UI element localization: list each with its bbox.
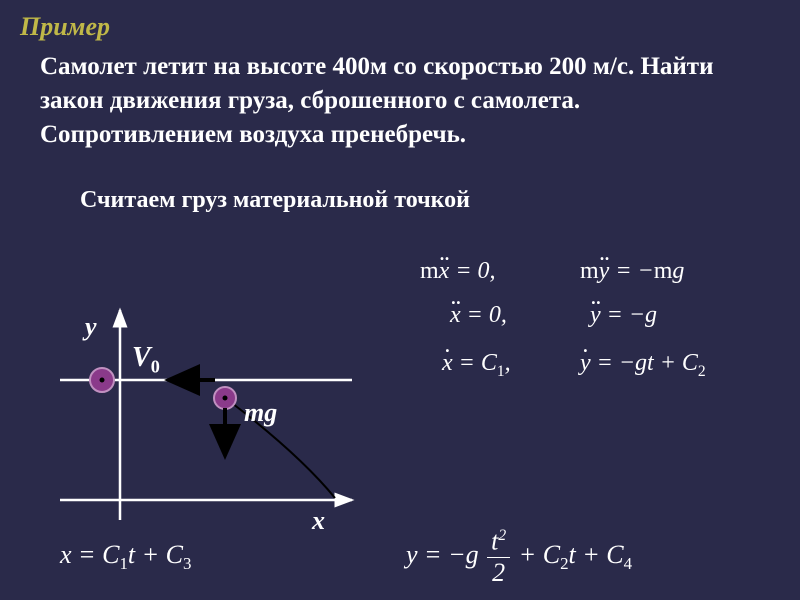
- eq-xd: x = C1,: [442, 350, 511, 381]
- eq-mx: mx = 0,: [420, 258, 496, 285]
- trajectory-diagram: y x V0 mg: [40, 300, 380, 560]
- eq-xdd: x = 0,: [450, 302, 507, 329]
- eq-my: my = −mg: [580, 258, 684, 285]
- problem-statement: Самолет летит на высоте 400м со скорость…: [0, 46, 800, 151]
- example-title: Пример: [0, 0, 800, 46]
- x-axis-label: x: [312, 506, 325, 536]
- mg-label: mg: [244, 398, 277, 428]
- eq-yd: y = −gt + C2: [580, 350, 706, 381]
- assumption-text: Считаем груз материальной точкой: [0, 151, 800, 214]
- eq-y: y = −g t22 + C2t + C4: [406, 528, 632, 586]
- eq-ydd: y = −g: [590, 302, 657, 329]
- v0-label: V0: [132, 342, 160, 378]
- y-axis-label: y: [85, 312, 97, 342]
- eq-x: x = C1t + C3: [60, 540, 191, 574]
